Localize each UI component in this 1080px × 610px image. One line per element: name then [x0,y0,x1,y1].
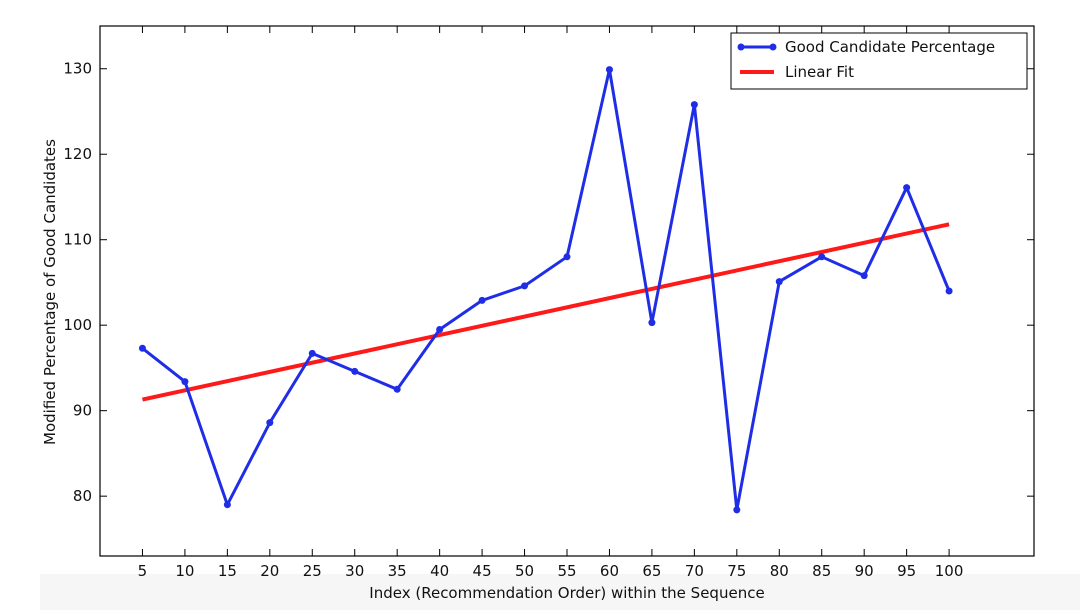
good-candidate-series [138,66,953,514]
data-point [478,296,486,304]
x-tick-label: 5 [138,562,148,580]
data-point [605,66,613,74]
data-point [308,349,316,357]
data-point [351,367,359,375]
y-tick-label: 90 [73,402,92,420]
x-axis-ticks: 5 10 15 20 25 30 35 40 45 50 55 60 65 70 75 80 85 90 95 100 [138,26,964,580]
legend-marker-right [769,43,777,51]
y-tick-label: 130 [63,60,92,78]
x-tick-label: 55 [557,562,576,580]
data-point [903,184,911,192]
good-candidate-line [141,68,951,512]
x-tick-label: 75 [727,562,746,580]
x-tick-label: 85 [812,562,831,580]
x-tick-label: 50 [515,562,534,580]
legend-marker-left [737,43,745,51]
x-tick-label: 60 [600,562,619,580]
x-tick-label: 30 [345,562,364,580]
data-point [945,287,953,295]
legend-label-good-candidate: Good Candidate Percentage [785,38,995,56]
x-tick-label: 20 [260,562,279,580]
x-tick-label: 15 [218,562,237,580]
legend: Good Candidate Percentage Linear Fit [730,32,1028,90]
x-tick-label: 80 [770,562,789,580]
x-tick-label: 65 [642,562,661,580]
x-tick-label: 100 [935,562,964,580]
data-point [521,282,529,290]
legend-box [730,32,1028,90]
x-tick-label: 35 [388,562,407,580]
y-tick-label: 100 [63,316,92,334]
data-point [138,344,146,352]
bottom-band [40,574,1080,610]
data-point [648,319,656,327]
x-axis-label: Index (Recommendation Order) within the … [369,584,764,602]
data-point [733,506,741,514]
y-axis-ticks: 80 90 100 110 120 130 [63,60,1034,505]
linear-fit-series [142,222,950,402]
x-tick-label: 90 [855,562,874,580]
data-point [563,253,571,261]
data-point [223,501,231,509]
y-axis-label: Modified Percentage of Good Candidates [41,139,59,445]
data-point [775,278,783,286]
linear-fit-line [142,222,950,402]
x-tick-label: 95 [897,562,916,580]
data-point [690,101,698,109]
data-point [860,272,868,280]
x-tick-label: 40 [430,562,449,580]
data-point [266,419,274,427]
x-tick-label: 45 [473,562,492,580]
data-point [818,253,826,261]
x-tick-label: 10 [175,562,194,580]
x-tick-label: 25 [303,562,322,580]
data-point [393,385,401,393]
x-tick-label: 70 [685,562,704,580]
legend-label-linear-fit: Linear Fit [785,63,854,81]
y-tick-label: 80 [73,487,92,505]
plot-area-frame [99,25,1035,557]
y-tick-label: 120 [63,145,92,163]
data-point [436,325,444,333]
y-tick-label: 110 [63,231,92,249]
data-point [181,378,189,386]
